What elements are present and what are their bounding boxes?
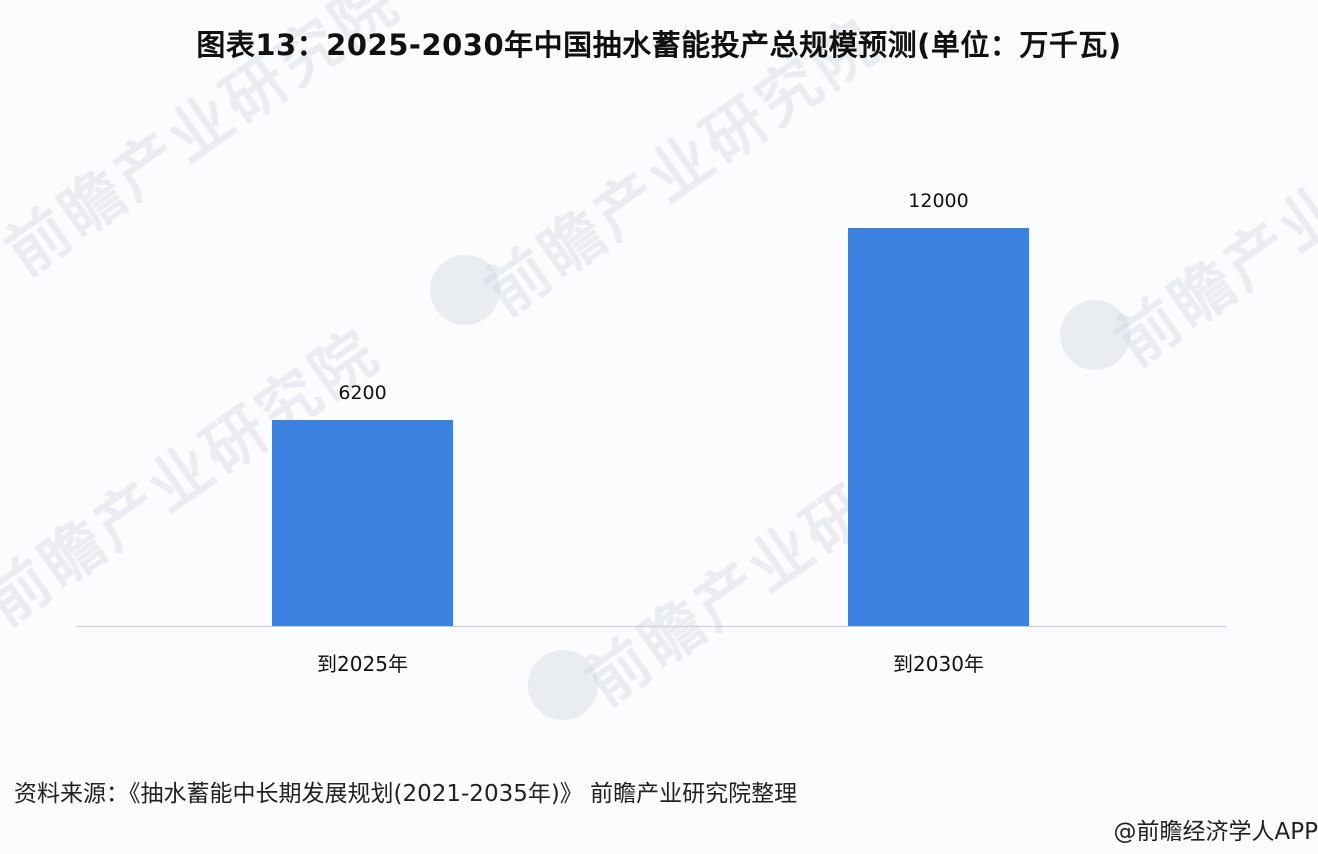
data-label: 6200 <box>338 382 387 404</box>
data-label: 12000 <box>908 190 969 212</box>
bar-2025 <box>272 420 453 626</box>
source-note: 资料来源：《抽水蓄能中长期发展规划(2021-2035年)》 前瞻产业研究院整理 <box>14 781 798 807</box>
x-tick-label: 到2030年 <box>893 652 984 676</box>
x-tick-label: 到2025年 <box>317 652 408 676</box>
bar-2030 <box>848 228 1029 626</box>
x-axis-line <box>76 626 1226 627</box>
credit-text: @前瞻经济学人APP <box>1113 819 1318 845</box>
chart-title: 图表13：2025-2030年中国抽水蓄能投产总规模预测(单位：万千瓦) <box>196 28 1122 62</box>
